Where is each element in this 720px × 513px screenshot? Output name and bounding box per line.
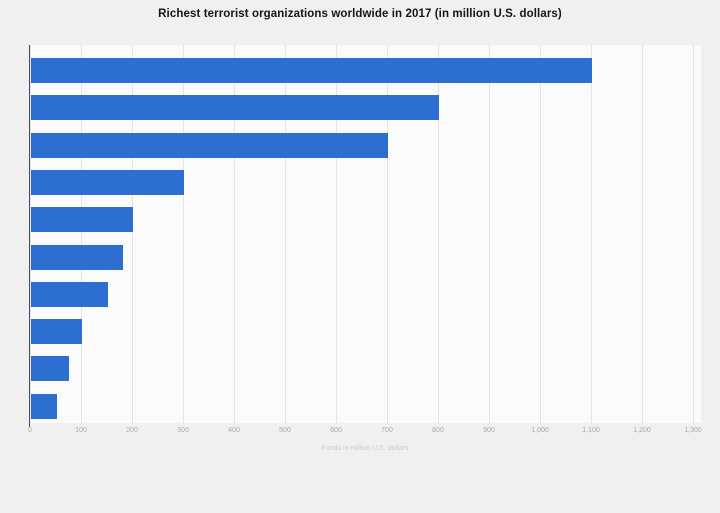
gridline	[132, 45, 133, 423]
gridline	[336, 45, 337, 423]
gridline	[234, 45, 235, 423]
x-axis-tick-label: 1,100	[582, 427, 600, 434]
gridline	[285, 45, 286, 423]
bar	[31, 319, 82, 345]
bar	[31, 281, 108, 307]
gridline	[591, 45, 592, 423]
bar	[31, 132, 388, 158]
gridline	[642, 45, 643, 423]
bar	[31, 244, 123, 270]
x-axis-tick-label: 500	[279, 427, 291, 434]
gridline	[489, 45, 490, 423]
gridline	[540, 45, 541, 423]
bar	[31, 393, 57, 419]
x-axis-tick-label: 800	[432, 427, 444, 434]
x-axis-tick-label: 700	[381, 427, 393, 434]
gridline	[183, 45, 184, 423]
x-axis-caption: Funds in million U.S. dollars	[321, 445, 409, 452]
x-axis-tick-label: 1,300	[684, 427, 702, 434]
bar	[31, 207, 133, 233]
gridline	[438, 45, 439, 423]
bar	[31, 356, 70, 382]
x-axis-tick-label: 400	[228, 427, 240, 434]
gridline	[693, 45, 694, 423]
x-axis-tick-label: 1,000	[531, 427, 549, 434]
bar	[31, 169, 184, 195]
gridline	[30, 45, 31, 423]
x-axis-tick-label: 900	[483, 427, 495, 434]
x-axis-tick-label: 100	[75, 427, 87, 434]
bar	[31, 58, 592, 83]
y-axis-line	[29, 45, 30, 427]
x-axis-tick-label: 600	[330, 427, 342, 434]
gridline	[81, 45, 82, 423]
plot-area	[29, 45, 701, 427]
x-axis-tick-label: 0	[28, 427, 32, 434]
x-axis-tick-label: 1,200	[633, 427, 651, 434]
x-axis-tick-label: 200	[126, 427, 138, 434]
gridline	[387, 45, 388, 423]
chart-title: Richest terrorist organizations worldwid…	[158, 8, 562, 20]
bar	[31, 95, 439, 121]
x-axis-tick-label: 300	[177, 427, 189, 434]
